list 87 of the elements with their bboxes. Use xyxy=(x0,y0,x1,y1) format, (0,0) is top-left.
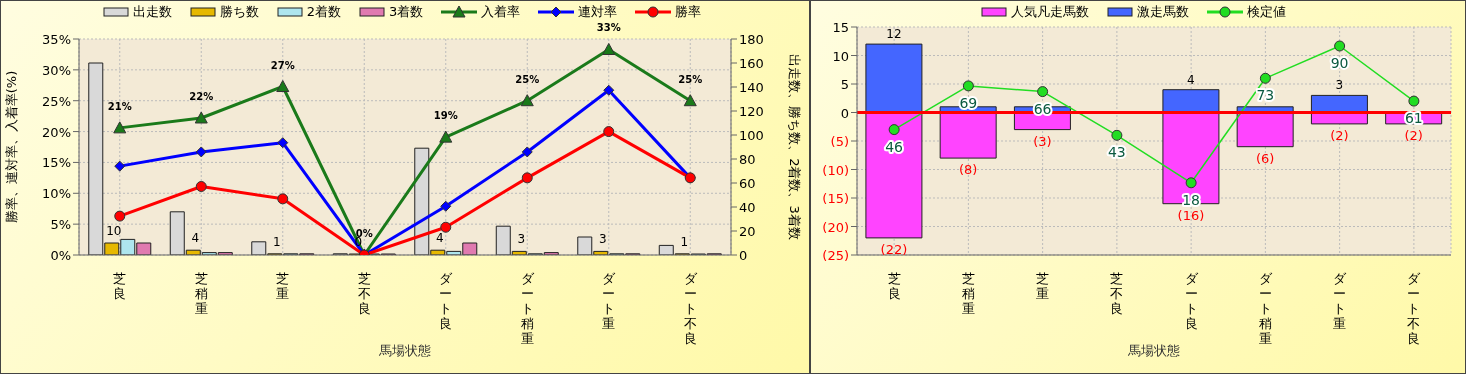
legend-label: 2着数 xyxy=(306,3,341,21)
y2-axis-title: 出走数、勝ち数、2着数、3着数 xyxy=(787,54,803,240)
data-label: 66 xyxy=(1033,100,1052,117)
y2-tick-label: 20 xyxy=(739,224,756,239)
y-tick-label: 35% xyxy=(42,32,71,47)
data-label: 1 xyxy=(680,234,689,249)
y-tick-label: 15 xyxy=(832,20,849,35)
data-label: 19% xyxy=(433,110,458,122)
x-axis-title: 馬場状態 xyxy=(1127,343,1180,358)
data-label: 25% xyxy=(678,73,703,85)
x-tick-label: 芝重 xyxy=(276,271,290,301)
data-label: 61 xyxy=(1404,110,1423,127)
legend-label: 勝率 xyxy=(675,3,702,21)
y-tick-label: 10 xyxy=(832,48,849,64)
data-label: 4 xyxy=(191,231,200,246)
data-label: 3 xyxy=(598,232,607,247)
y-tick-label: 5 xyxy=(840,77,849,92)
x-tick-label: ダート稍重 xyxy=(520,271,535,346)
y-tick-label: 0% xyxy=(50,248,71,263)
y-tick-label: 25% xyxy=(42,93,71,109)
y2-tick-label: 40 xyxy=(739,200,756,215)
x-tick-label: ダート良 xyxy=(439,271,454,331)
y-tick-label: (20) xyxy=(822,219,849,235)
data-label: (8) xyxy=(958,162,978,178)
data-label: 73 xyxy=(1256,87,1275,104)
data-label: 46 xyxy=(885,138,904,155)
y2-tick-label: 140 xyxy=(739,80,764,95)
legend-label: 人気凡走馬数 xyxy=(1010,3,1089,21)
data-label: (6) xyxy=(1255,150,1275,166)
y2-tick-label: 100 xyxy=(739,128,764,143)
y-tick-label: 15% xyxy=(42,155,71,171)
data-label: 10 xyxy=(106,224,122,238)
data-label: 22% xyxy=(189,90,214,102)
x-axis-title: 馬場状態 xyxy=(378,343,431,358)
data-label: 12 xyxy=(886,27,902,42)
y-tick-label: (5) xyxy=(830,134,849,149)
y-tick-label: (10) xyxy=(822,162,849,178)
data-label: 90 xyxy=(1330,55,1349,71)
data-label: 3 xyxy=(517,232,526,247)
data-label: 25% xyxy=(515,73,540,85)
x-tick-label: ダート稍重 xyxy=(1258,271,1273,346)
y-tick-label: 5% xyxy=(50,217,71,233)
x-tick-label: 芝稍重 xyxy=(961,271,975,316)
legend-label: 連対率 xyxy=(578,3,618,21)
data-label: (3) xyxy=(1033,133,1052,149)
data-label: 4 xyxy=(1187,72,1195,87)
x-tick-label: 芝重 xyxy=(1036,271,1050,301)
legend-label: 出走数 xyxy=(132,3,172,21)
data-label: (2) xyxy=(1404,127,1423,143)
data-label: 33% xyxy=(596,22,621,34)
data-label: 1 xyxy=(272,234,281,249)
y-tick-label: 10% xyxy=(42,186,71,202)
data-label: (16) xyxy=(1177,207,1205,223)
y-tick-label: 30% xyxy=(42,62,71,78)
x-tick-label: 芝良 xyxy=(887,271,901,301)
data-label: (2) xyxy=(1330,127,1349,143)
data-label: 4 xyxy=(435,231,444,246)
x-tick-label: 芝不良 xyxy=(357,271,371,316)
legend-label: 入着率 xyxy=(481,3,521,21)
y2-tick-label: 180 xyxy=(739,32,764,47)
y2-tick-label: 160 xyxy=(739,56,764,71)
y2-tick-label: 120 xyxy=(739,104,764,119)
data-label: (22) xyxy=(880,241,908,257)
y2-tick-label: 60 xyxy=(739,176,756,191)
legend-label: 3着数 xyxy=(389,3,424,21)
y-tick-label: (25) xyxy=(822,248,849,263)
data-label: 27% xyxy=(270,59,295,71)
y-tick-label: (15) xyxy=(822,191,849,206)
legend-label: 勝ち数 xyxy=(219,3,259,21)
y2-tick-label: 0 xyxy=(739,248,748,263)
y-tick-label: 0 xyxy=(840,105,849,121)
data-label: 43 xyxy=(1107,144,1126,161)
y-tick-label: 20% xyxy=(42,124,71,140)
y2-tick-label: 80 xyxy=(739,152,756,167)
x-tick-label: 芝不良 xyxy=(1110,271,1124,316)
y-axis-title: 勝率、連対率、入着率(%) xyxy=(3,70,19,224)
x-tick-label: 芝稍重 xyxy=(194,271,208,316)
x-tick-label: ダート良 xyxy=(1184,271,1199,331)
x-tick-label: ダート重 xyxy=(1333,271,1348,331)
data-label: 21% xyxy=(107,100,132,112)
x-tick-label: ダート重 xyxy=(602,271,617,331)
legend-label: 検定値 xyxy=(1246,3,1286,21)
x-tick-label: ダート不良 xyxy=(1407,271,1422,346)
data-label: 3 xyxy=(1335,78,1344,93)
legend-label: 激走馬数 xyxy=(1136,3,1189,21)
x-tick-label: ダート不良 xyxy=(683,271,698,346)
x-tick-label: 芝良 xyxy=(113,271,127,301)
